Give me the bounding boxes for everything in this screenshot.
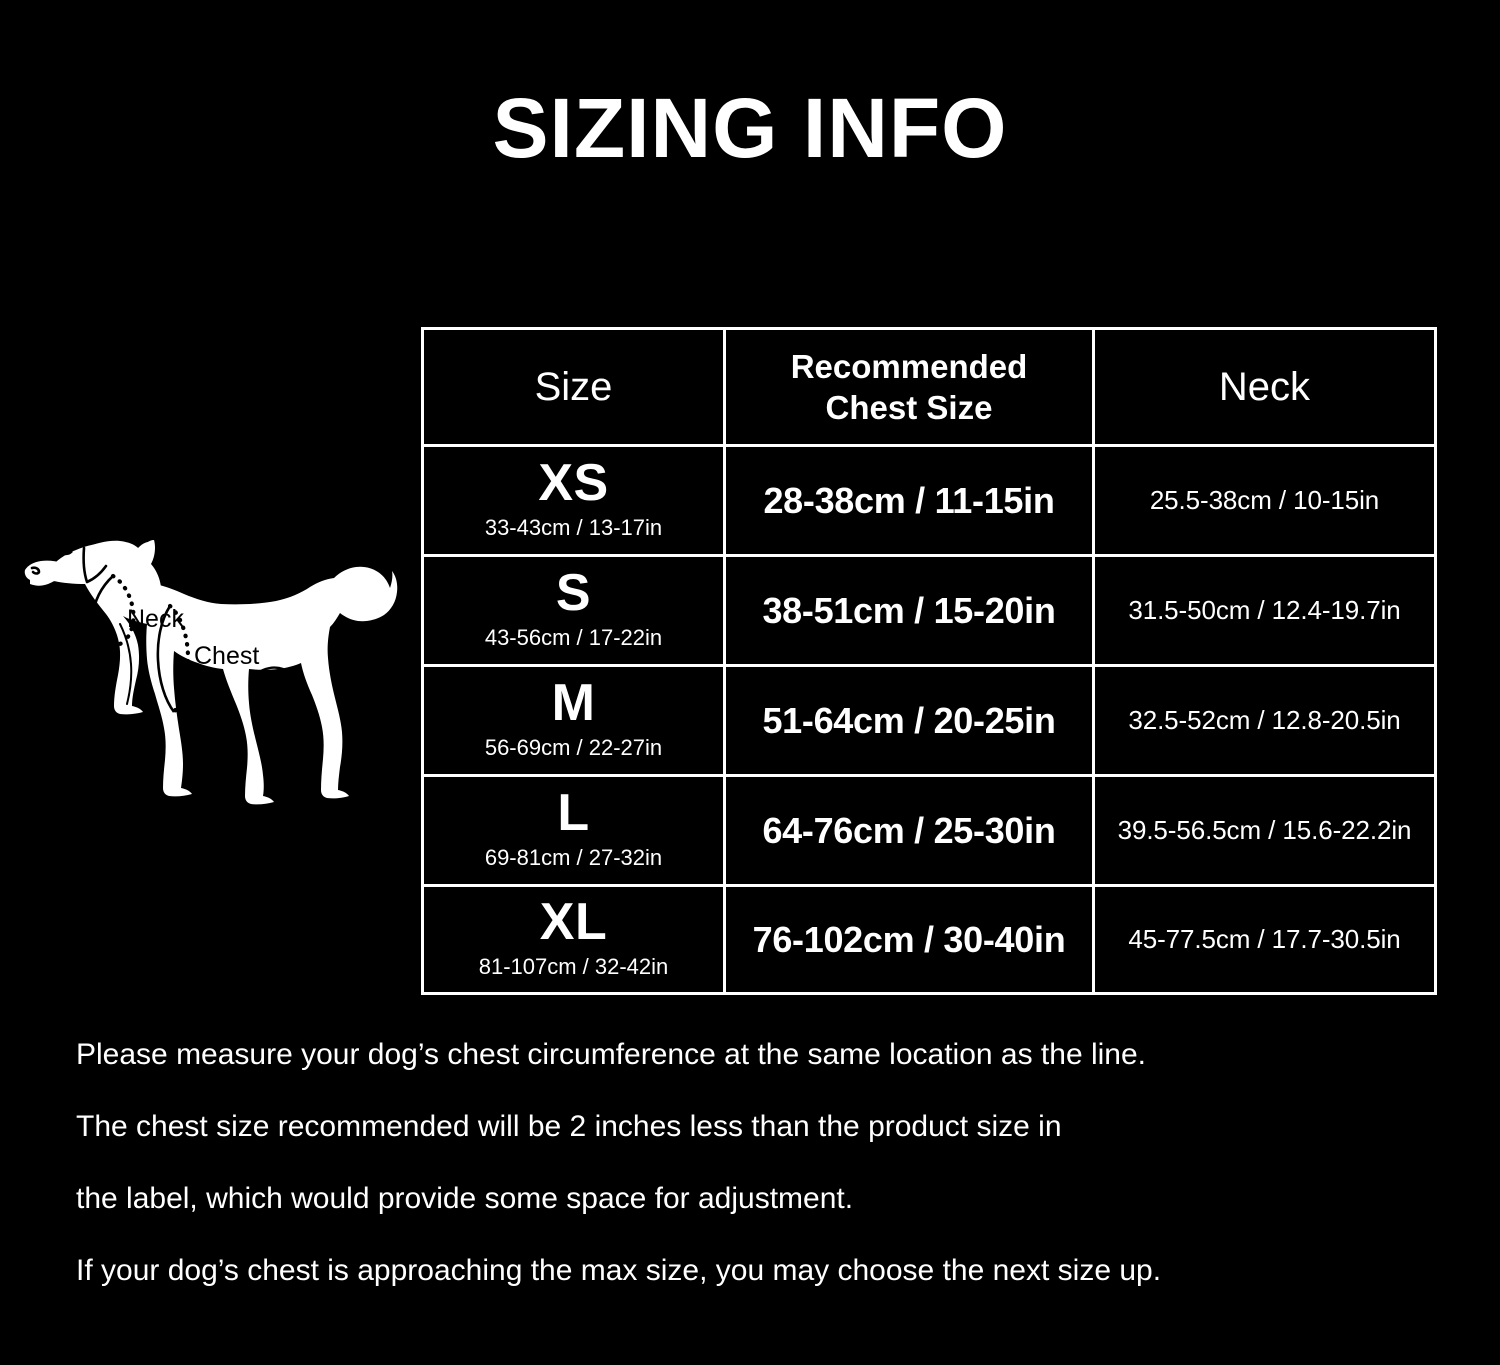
neck-measure-solid [90,575,114,644]
table-row: XS 33-43cm / 13-17in 28-38cm / 11-15in 2… [421,444,1437,557]
size-sublabel: 43-56cm / 17-22in [484,625,663,651]
size-sublabel: 56-69cm / 22-27in [484,735,663,761]
note-line: Please measure your dog’s chest circumfe… [76,1038,1147,1071]
column-header-chest-line1: Recommended [790,347,1028,385]
cell-size: S 43-56cm / 17-22in [421,554,726,667]
neck-measure-dotted-bottom [92,640,126,648]
dog-foreleg-line [119,623,133,705]
cell-chest: 28-38cm / 11-15in [723,444,1095,557]
column-header-chest-line2: Chest Size [825,389,993,426]
chest-label: Chest [194,642,259,670]
column-header-neck: Neck [1092,327,1437,447]
table-row: S 43-56cm / 17-22in 38-51cm / 15-20in 31… [421,554,1437,667]
note-line: The chest size recommended will be 2 inc… [76,1110,1062,1143]
cell-size: M 56-69cm / 22-27in [421,664,726,777]
neck-label: Neck [127,605,184,633]
cell-neck: 31.5-50cm / 12.4-19.7in [1092,554,1437,667]
page-title: SIZING INFO [492,81,1008,175]
cell-size: XS 33-43cm / 13-17in [421,444,726,557]
size-label: XS [538,454,609,513]
note-line: the label, which would provide some spac… [76,1182,854,1215]
size-label: S [555,564,592,623]
dog-nose-line [30,566,41,575]
size-chart-table: Size Recommended Chest Size Neck XS 33-4… [421,327,1437,995]
cell-neck: 45-77.5cm / 17.7-30.5in [1092,884,1437,995]
table-row: L 69-81cm / 27-32in 64-76cm / 25-30in 39… [421,774,1437,887]
dog-hindleg-line [254,666,285,676]
cell-chest: 64-76cm / 25-30in [723,774,1095,887]
chest-measure-solid [156,605,176,713]
neck-measure-dotted [110,573,136,646]
cell-neck: 25.5-38cm / 10-15in [1092,444,1437,557]
cell-size: XL 81-107cm / 32-42in [421,884,726,995]
dog-ear-line [82,546,108,584]
dog-silhouette-shape [24,540,398,805]
size-label: M [551,674,596,733]
dog-eye-line [59,548,73,556]
size-sublabel: 33-43cm / 13-17in [484,515,663,541]
instruction-notes: Please measure your dog’s chest circumfe… [76,1040,1476,1286]
table-header-row: Size Recommended Chest Size Neck [421,327,1437,447]
table-row: XL 81-107cm / 32-42in 76-102cm / 30-40in… [421,884,1437,995]
cell-chest: 51-64cm / 20-25in [723,664,1095,777]
cell-neck: 32.5-52cm / 12.8-20.5in [1092,664,1437,777]
size-label: XL [539,893,608,952]
cell-chest: 38-51cm / 15-20in [723,554,1095,667]
column-header-size: Size [421,327,726,447]
note-line: If your dog’s chest is approaching the m… [76,1254,1162,1287]
size-label: L [557,784,590,843]
table-row: M 56-69cm / 22-27in 51-64cm / 20-25in 32… [421,664,1437,777]
cell-size: L 69-81cm / 27-32in [421,774,726,887]
cell-neck: 39.5-56.5cm / 15.6-22.2in [1092,774,1437,887]
dog-illustration: Neck Chest [18,524,418,884]
size-sublabel: 69-81cm / 27-32in [484,845,663,871]
size-sublabel: 81-107cm / 32-42in [478,954,669,980]
column-header-chest: Recommended Chest Size [723,327,1095,447]
chest-measure-dotted [167,603,191,715]
cell-chest: 76-102cm / 30-40in [723,884,1095,995]
